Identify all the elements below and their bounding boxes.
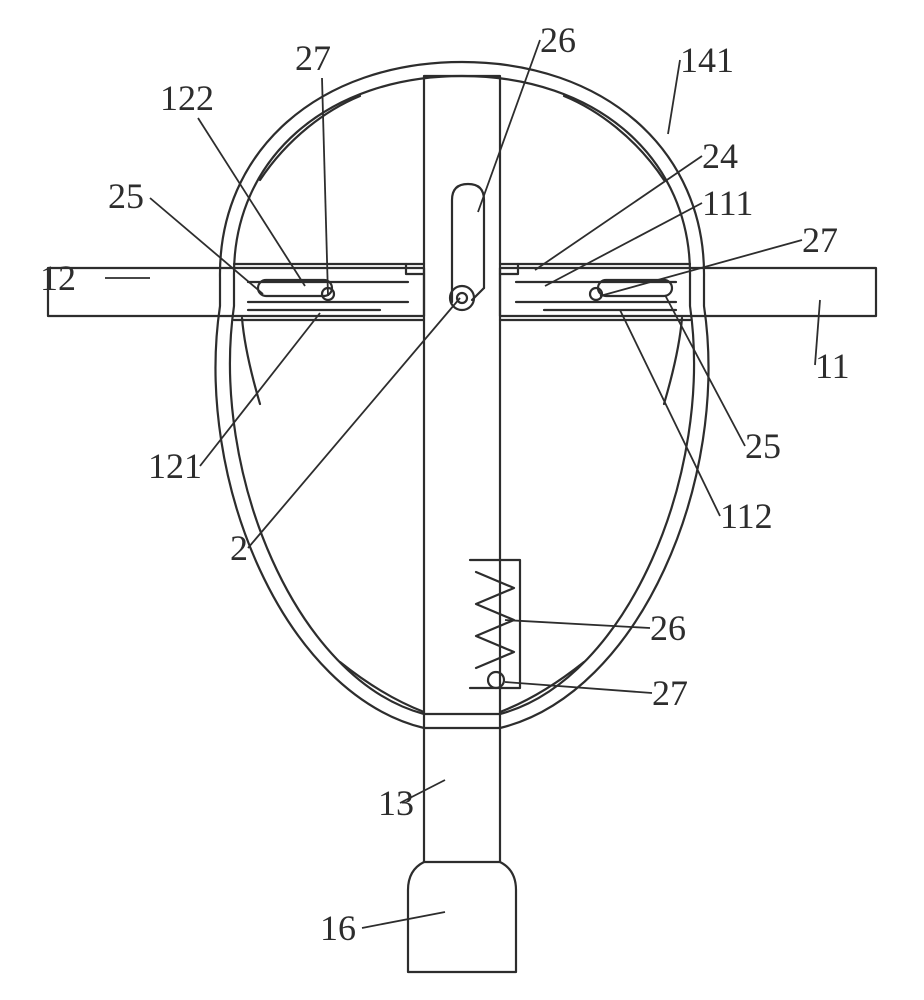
label-2: 2	[230, 528, 248, 568]
label-121: 121	[148, 446, 202, 486]
label-12: 12	[40, 258, 76, 298]
label-16: 16	[320, 908, 356, 948]
ld-2	[248, 298, 460, 548]
label-13: 13	[378, 783, 414, 823]
label-112: 112	[720, 496, 773, 536]
ld-112	[620, 310, 720, 516]
ld-121	[200, 313, 320, 466]
vertical-column	[424, 76, 500, 862]
label-27: 27	[652, 673, 688, 713]
lever-26-top	[452, 184, 484, 288]
ld-25a	[150, 198, 263, 294]
label-27: 27	[802, 220, 838, 260]
ovoid-outline	[216, 62, 709, 728]
label-27: 27	[295, 38, 331, 78]
pivot-27-lower	[488, 672, 504, 688]
left-arm-12	[48, 268, 424, 316]
ld-24	[535, 156, 702, 270]
pivot-2-inner	[457, 293, 467, 303]
foot-16	[408, 862, 516, 972]
label-25: 25	[745, 426, 781, 466]
label-26: 26	[650, 608, 686, 648]
label-122: 122	[160, 78, 214, 118]
label-141: 141	[680, 40, 734, 80]
inner-slot-tl	[260, 96, 360, 180]
label-11: 11	[815, 346, 850, 386]
ld-16	[362, 912, 445, 928]
ld-141	[668, 60, 680, 134]
label-26: 26	[540, 20, 576, 60]
ovoid-inner	[230, 76, 694, 714]
ld-27c	[505, 682, 652, 693]
label-25: 25	[108, 176, 144, 216]
inner-slot-tr	[564, 96, 664, 180]
ld-26b	[505, 620, 650, 628]
label-24: 24	[702, 136, 738, 176]
labels: 12 122 27 26 141 25 24 111 27 11 25 112 …	[40, 20, 850, 948]
inner-slot-br	[664, 318, 682, 404]
inner-slot-bl	[242, 318, 260, 404]
inner-slot-bl2	[340, 662, 424, 712]
label-111: 111	[702, 183, 753, 223]
